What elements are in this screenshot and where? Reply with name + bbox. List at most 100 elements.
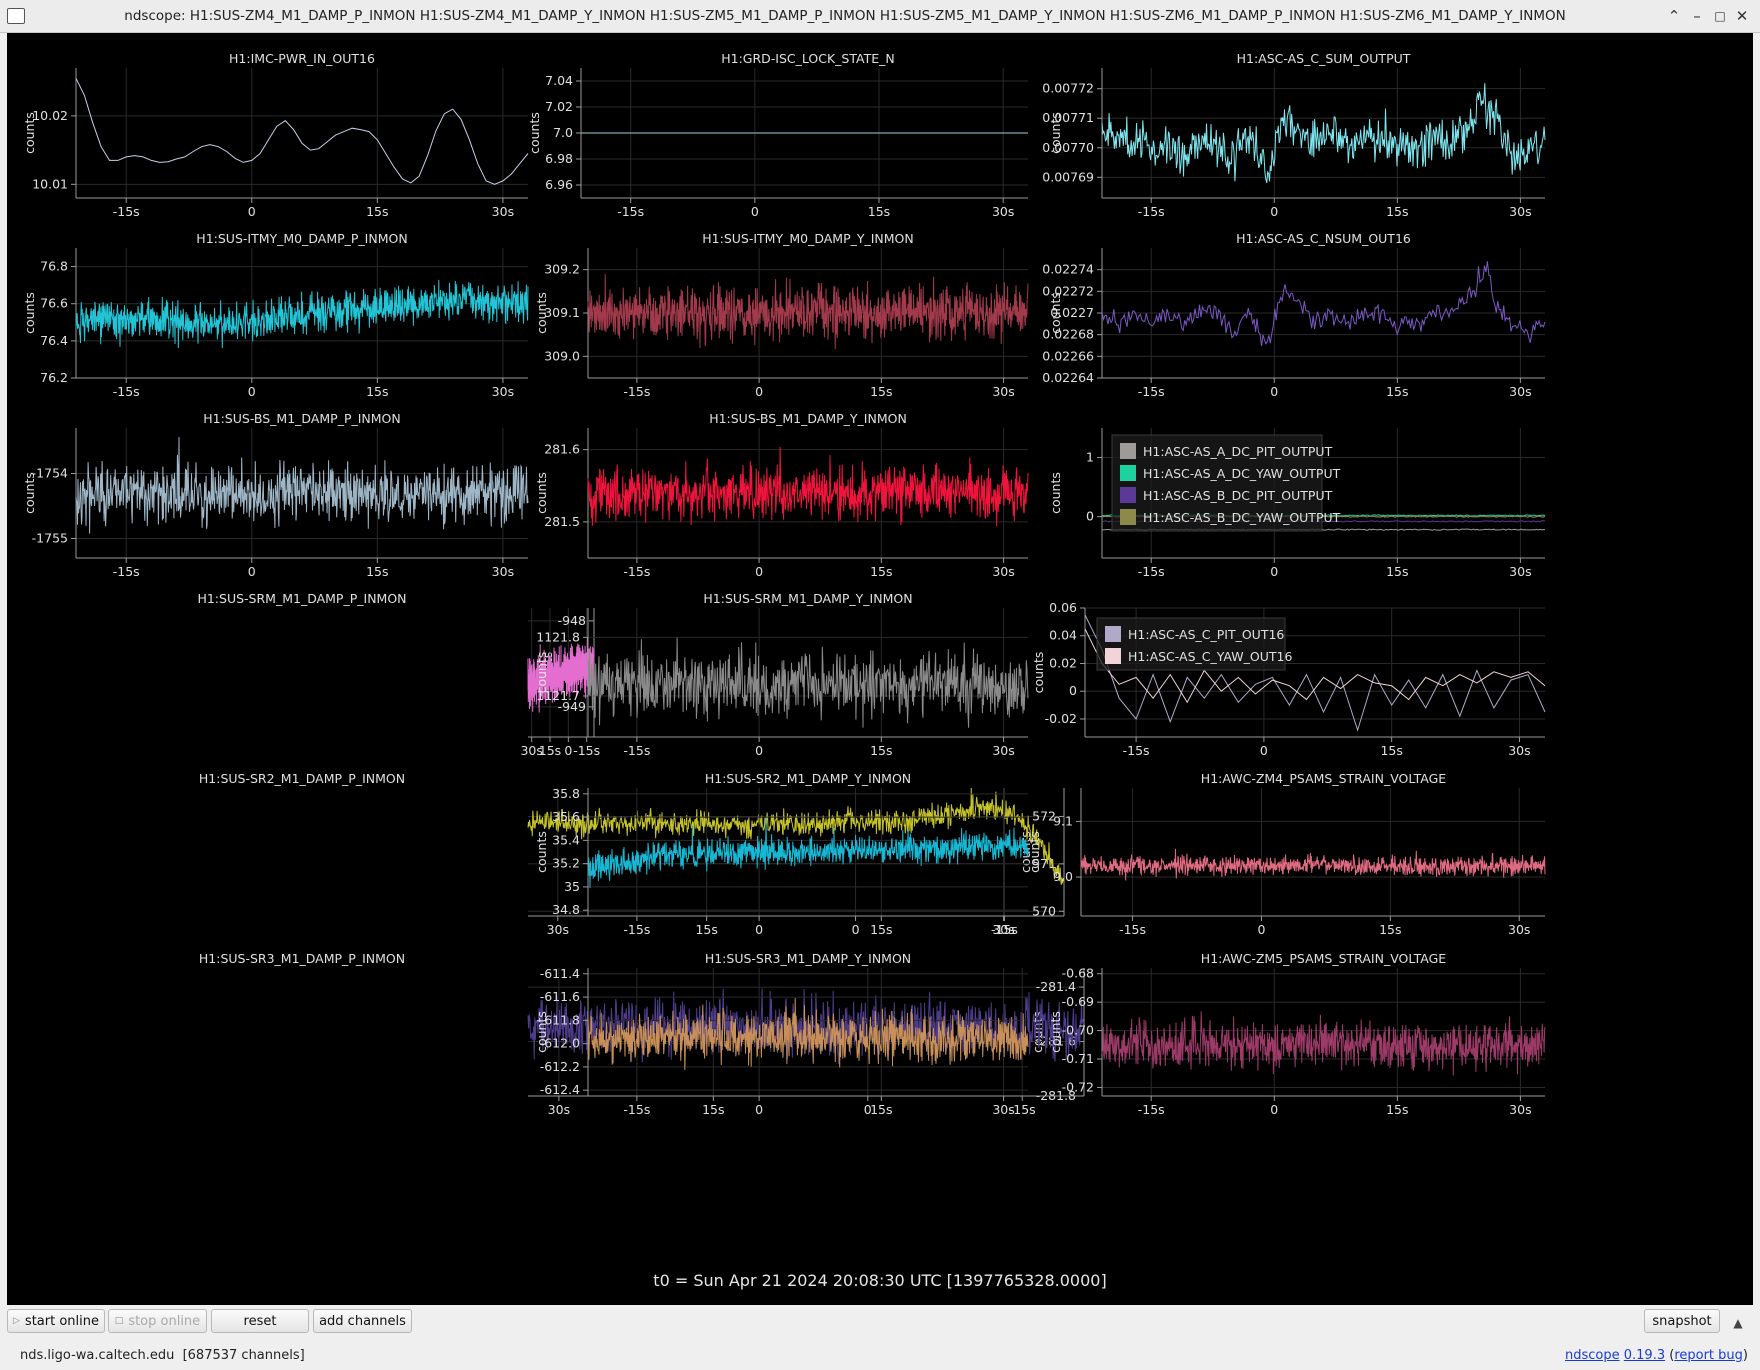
series-line [75,78,529,185]
snapshot-button[interactable]: snapshot [1644,1309,1720,1333]
stop-online-button[interactable]: □ stop online [108,1309,207,1333]
y-tick-label: 0 [1086,509,1094,524]
legend-swatch [1120,443,1136,459]
restore-up-icon[interactable]: ⌃ [1667,7,1681,25]
x-tick-label: 15s [1386,384,1408,399]
x-tick-label: 15s [870,384,892,399]
y-tick-label: 0 [1069,683,1077,698]
y-tick-label: -611.4 [540,966,580,981]
x-tick-label: 0 [751,204,759,219]
x-tick-label: 15s [1386,1102,1408,1117]
snapshot-label: snapshot [1652,1313,1712,1329]
x-tick-label: -15s [623,922,650,937]
y-axis-label: counts [1048,292,1063,334]
x-tick-label: 15s [702,1102,724,1117]
y-tick-label: 1 [1086,450,1094,465]
x-tick-label: 15s [870,564,892,579]
y-axis-label: counts [1031,652,1046,694]
plot-title: H1:SUS-SR3_M1_DAMP_P_INMON [199,951,405,966]
plot-title: H1:SUS-SR2_M1_DAMP_P_INMON [199,771,405,786]
y-tick-label: 0.02268 [1042,327,1094,342]
y-tick-label: 7.0 [553,125,573,140]
series-line [1084,628,1546,704]
reset-label: reset [243,1313,277,1329]
x-tick-label: 0 [564,743,572,758]
series-line [527,637,595,713]
y-tick-label: 572 [1032,808,1056,823]
toggle-panel-up-icon[interactable]: ▲ [1733,1316,1743,1330]
series-line [1101,261,1546,346]
y-tick-label: 0.02 [1049,655,1077,670]
y-tick-label: -948 [558,613,586,628]
x-tick-label: 0 [864,1102,872,1117]
plot-title: H1:SUS-ITMY_M0_DAMP_P_INMON [196,231,407,246]
y-tick-label: 309.1 [544,305,580,320]
x-tick-label: 30s [492,564,514,579]
x-tick-label: -15s [1119,922,1146,937]
plot-title: H1:SUS-SR3_M1_DAMP_Y_INMON [705,951,911,966]
y-axis-label: counts [22,292,37,334]
play-icon: ▷ [13,1316,20,1326]
minimize-icon[interactable]: – [1693,7,1701,25]
legend-label: H1:ASC-AS_C_YAW_OUT16 [1128,649,1292,664]
y-tick-label: 6.96 [545,177,573,192]
y-tick-label: -1755 [32,531,68,546]
stop-icon: □ [114,1316,124,1326]
x-tick-label: -15s [1138,384,1165,399]
y-tick-label: 1121.7 [536,688,580,703]
x-tick-label: -15s [991,922,1018,937]
reset-button[interactable]: reset [211,1309,309,1333]
maximize-icon[interactable]: □ [1714,9,1726,23]
y-tick-label: -0.72 [1062,1079,1094,1094]
y-axis-label: counts [1048,472,1063,514]
ndscope-link[interactable]: ndscope [1564,1348,1620,1363]
x-tick-label: 30s [492,204,514,219]
add-channels-label: add channels [319,1313,406,1329]
window-titlebar: ndscope: H1:SUS-ZM4_M1_DAMP_P_INMON H1:S… [0,0,1760,33]
x-tick-label: 15s [366,564,388,579]
y-tick-label: 9.1 [1053,813,1073,828]
report-bug-link[interactable]: report bug [1674,1348,1743,1363]
y-tick-label: 9.0 [1053,869,1073,884]
close-icon[interactable]: ✕ [1735,7,1749,25]
x-tick-label: 15s [366,384,388,399]
server-name: nds.ligo-wa.caltech.edu [20,1348,175,1363]
y-tick-label: 0.0227 [1050,305,1094,320]
x-tick-label: 0 [1270,204,1278,219]
legend-box [1111,434,1323,532]
series-line [75,279,529,349]
series-line [587,817,1029,889]
y-tick-label: 309.2 [544,262,580,277]
y-tick-label: -612.2 [540,1059,580,1074]
y-tick-label: 34.8 [552,902,580,917]
x-tick-label: -15s [623,384,650,399]
y-tick-label: 281.5 [544,514,580,529]
plot-title: H1:SUS-SR2_M1_DAMP_Y_INMON [705,771,911,786]
x-tick-label: 15s [695,922,717,937]
y-tick-label: -612.4 [540,1082,580,1097]
start-online-button[interactable]: ▷ start online [7,1309,105,1333]
plot-title: H1:SUS-SRM_M1_DAMP_P_INMON [197,591,406,606]
x-tick-label: 15s [539,743,561,758]
x-tick-label: 0 [755,922,763,937]
version-link[interactable]: 0.19.3 [1623,1348,1666,1363]
legend-swatch [1105,626,1121,642]
plot-panel: H1:SUS-SR3_M1_DAMP_P_INMONcounts-15s015s… [199,951,1085,1117]
x-tick-label: 30s [992,564,1014,579]
x-tick-label: 30s [992,384,1014,399]
x-tick-label: 30s [548,1102,570,1117]
x-tick-label: -15s [623,743,650,758]
add-channels-button[interactable]: add channels [313,1309,412,1333]
plot-area[interactable]: H1:IMC-PWR_IN_OUT16 counts -15s 0 15s 30s 10.0… [7,33,1753,1305]
y-tick-label: 0.02264 [1042,370,1094,385]
y-tick-label: 35.2 [552,856,580,871]
x-tick-label: -15s [573,743,600,758]
